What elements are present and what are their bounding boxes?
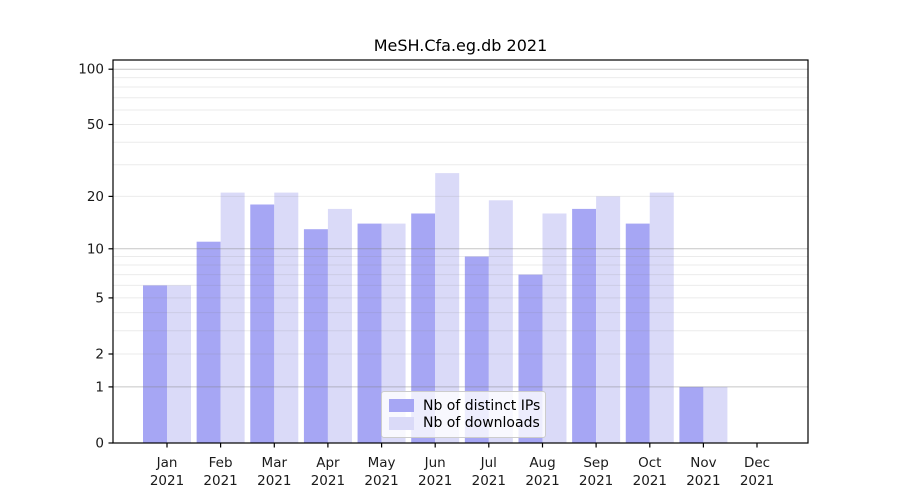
bar-distinct-ips-mar — [250, 204, 275, 443]
x-tick-label-month: May — [368, 455, 396, 471]
chart-title: MeSH.Cfa.eg.db 2021 — [373, 36, 548, 55]
y-tick-label: 0 — [95, 436, 104, 452]
bar-downloads-feb — [220, 192, 245, 443]
bar-downloads-nov — [703, 386, 728, 443]
x-tick-label-year: 2021 — [364, 473, 398, 489]
plot-frame — [112, 59, 809, 444]
x-tick-label-year: 2021 — [633, 473, 667, 489]
x-tick-label-month: Mar — [262, 455, 288, 471]
bar-downloads-jan — [167, 285, 191, 443]
legend: Nb of distinct IPs Nb of downloads — [381, 391, 546, 438]
y-tick-label: 1 — [95, 379, 104, 395]
x-tick-label-year: 2021 — [686, 473, 720, 489]
y-tick-label: 2 — [95, 347, 104, 363]
legend-swatch-distinct-ips — [389, 399, 414, 413]
bar-downloads-jul — [488, 200, 513, 443]
x-tick-label-year: 2021 — [257, 473, 291, 489]
bar-distinct-ips-oct — [625, 223, 650, 443]
y-tick-label: 50 — [87, 117, 104, 133]
x-tick-label-month: Jan — [156, 455, 178, 471]
x-tick-label-year: 2021 — [525, 473, 559, 489]
y-tick-label: 20 — [87, 189, 104, 205]
x-tick-label-month: Oct — [638, 455, 661, 471]
x-tick-label-year: 2021 — [203, 473, 237, 489]
bar-distinct-ips-jan — [143, 285, 167, 443]
y-tick-label: 10 — [87, 241, 104, 257]
bar-distinct-ips-apr — [303, 229, 328, 443]
x-tick-label-month: Feb — [209, 455, 233, 471]
x-tick-label-year: 2021 — [311, 473, 345, 489]
y-tick-label: 100 — [78, 62, 104, 78]
bar-downloads-mar — [274, 192, 299, 443]
legend-label-downloads: Nb of downloads — [423, 415, 540, 432]
bar-downloads-aug — [542, 213, 567, 443]
x-tick-label-year: 2021 — [472, 473, 506, 489]
x-tick-label-month: Apr — [316, 455, 340, 471]
x-tick-label-month: Jul — [480, 455, 497, 471]
x-tick-label-month: Aug — [529, 455, 555, 471]
bar-downloads-sep — [596, 196, 621, 443]
legend-item-downloads: Nb of downloads — [389, 415, 540, 433]
bar-distinct-ips-feb — [196, 241, 221, 443]
x-tick-label-month: Sep — [583, 455, 608, 471]
x-tick-label-month: Jun — [424, 455, 446, 471]
legend-label-distinct-ips: Nb of distinct IPs — [423, 397, 541, 414]
x-tick-label-year: 2021 — [418, 473, 452, 489]
bar-downloads-apr — [327, 208, 352, 443]
bar-distinct-ips-may — [357, 223, 382, 443]
x-tick-label-month: Dec — [744, 455, 770, 471]
x-tick-label-year: 2021 — [579, 473, 613, 489]
legend-item-distinct-ips: Nb of distinct IPs — [389, 397, 541, 415]
y-tick-label: 5 — [95, 290, 104, 306]
x-tick-label-year: 2021 — [150, 473, 184, 489]
x-tick-label-month: Nov — [690, 455, 716, 471]
bar-distinct-ips-nov — [679, 386, 704, 443]
bar-distinct-ips-sep — [572, 208, 597, 443]
legend-swatch-downloads — [389, 416, 414, 430]
x-tick-label-year: 2021 — [740, 473, 774, 489]
bar-downloads-oct — [649, 192, 674, 443]
